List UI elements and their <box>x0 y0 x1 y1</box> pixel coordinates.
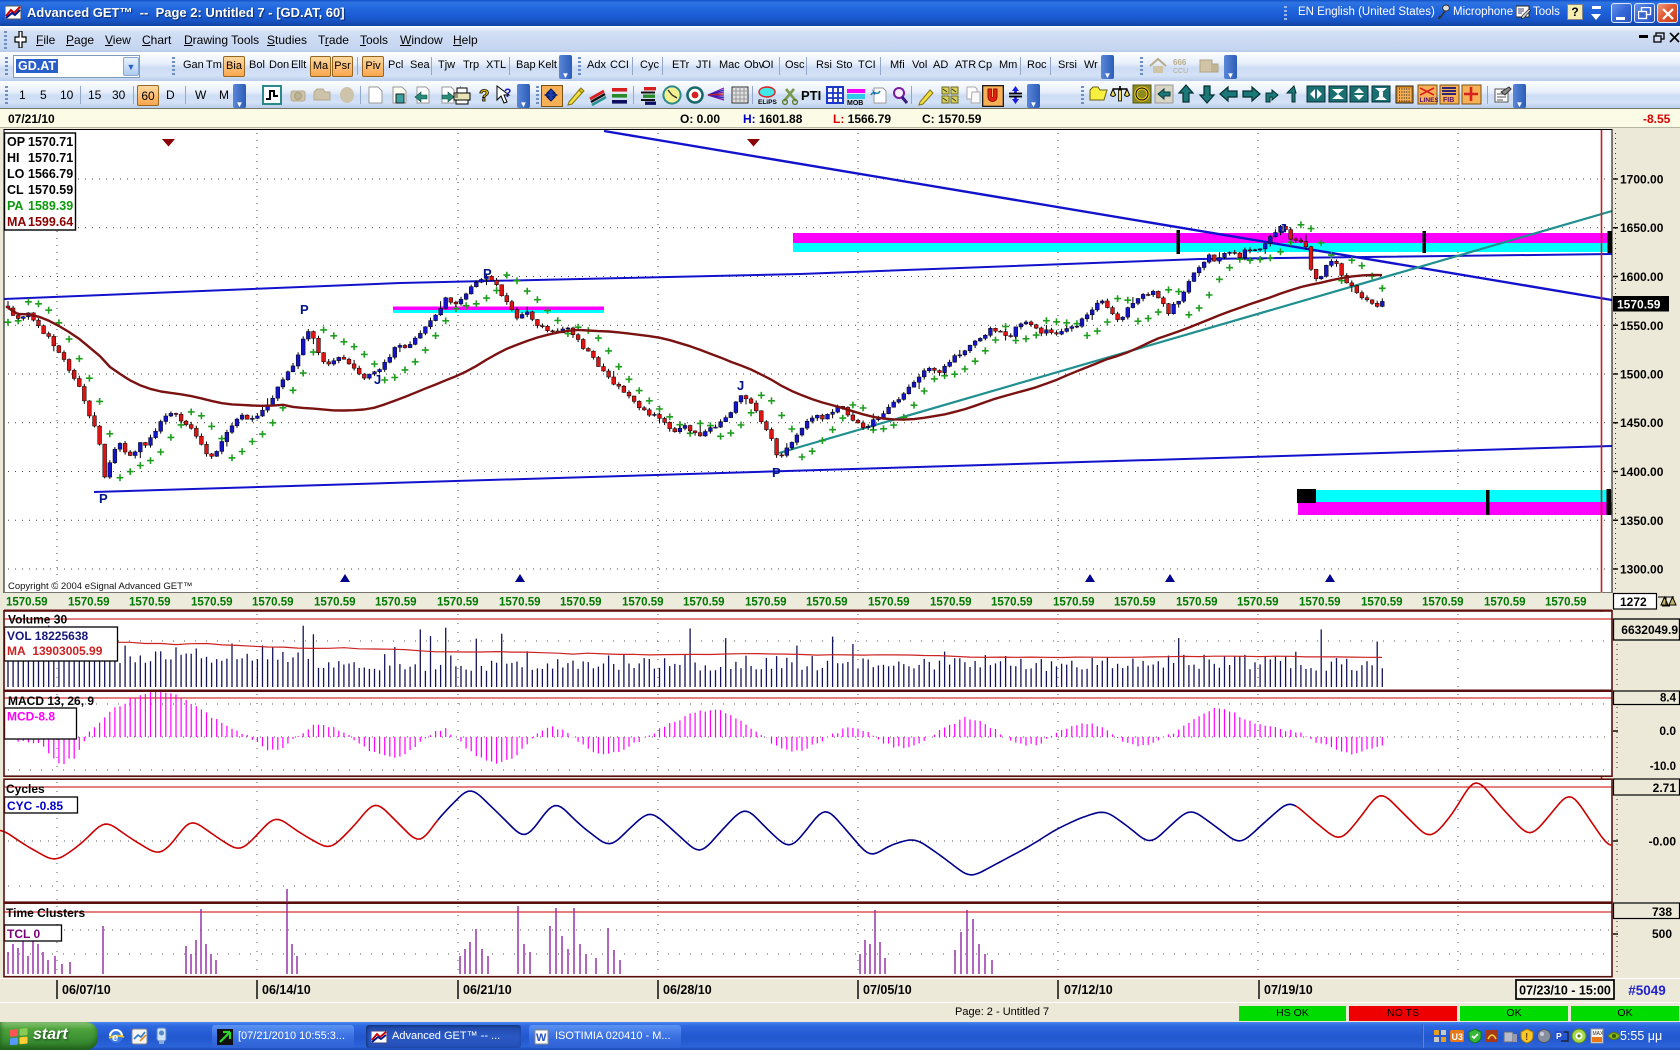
svg-text:ELiPS: ELiPS <box>758 99 777 106</box>
svg-text:1570.59: 1570.59 <box>437 597 479 609</box>
svg-text:J: J <box>1279 221 1286 236</box>
svg-text:1700.00: 1700.00 <box>1620 173 1664 187</box>
svg-text:1570.59: 1570.59 <box>1176 597 1218 609</box>
svg-text:1500.00: 1500.00 <box>1620 368 1664 382</box>
svg-text:738: 738 <box>1652 905 1672 919</box>
svg-text:1650.00: 1650.00 <box>1620 221 1664 235</box>
svg-text:1570.71: 1570.71 <box>28 151 73 165</box>
svg-text:1570.59: 1570.59 <box>191 597 233 609</box>
svg-text:J: J <box>737 378 744 393</box>
svg-text:J: J <box>374 372 381 387</box>
svg-text:1570.59: 1570.59 <box>499 597 541 609</box>
svg-text:?: ? <box>504 86 511 100</box>
svg-text:1450.00: 1450.00 <box>1620 416 1664 430</box>
svg-text:LINES: LINES <box>1420 97 1439 104</box>
svg-text:1570.59: 1570.59 <box>129 597 171 609</box>
svg-text:07/12/10: 07/12/10 <box>1064 983 1113 997</box>
svg-text:1570.59: 1570.59 <box>745 597 787 609</box>
svg-text:1570.59: 1570.59 <box>868 597 910 609</box>
svg-text:e: e <box>112 1032 118 1044</box>
svg-text:1272: 1272 <box>1620 595 1647 609</box>
svg-text:1570.59: 1570.59 <box>622 597 664 609</box>
svg-text:06/21/10: 06/21/10 <box>463 983 512 997</box>
svg-text:CL: CL <box>7 183 24 197</box>
svg-text:PTI: PTI <box>801 88 821 103</box>
svg-text:MOB: MOB <box>847 100 863 107</box>
svg-text:1570.59: 1570.59 <box>806 597 848 609</box>
svg-text:1570.59: 1570.59 <box>252 597 294 609</box>
svg-text:1570.59: 1570.59 <box>1053 597 1095 609</box>
svg-text:1570.59: 1570.59 <box>1422 597 1464 609</box>
svg-text:FIB: FIB <box>1443 97 1454 104</box>
svg-text:06/28/10: 06/28/10 <box>663 983 712 997</box>
svg-text:MCD-8.8: MCD-8.8 <box>7 710 55 724</box>
svg-text:1570.59: 1570.59 <box>314 597 356 609</box>
svg-text:MA 13903005.99: MA 13903005.99 <box>7 644 103 658</box>
svg-text:CYC -0.85: CYC -0.85 <box>7 799 63 813</box>
svg-text:1570.59: 1570.59 <box>683 597 725 609</box>
svg-text:P: P <box>1556 1031 1562 1041</box>
svg-text:500: 500 <box>1652 927 1672 941</box>
svg-text:1570.71: 1570.71 <box>28 135 73 149</box>
svg-text:1570.59: 1570.59 <box>991 597 1033 609</box>
svg-text:MACD 13, 26, 9: MACD 13, 26, 9 <box>8 694 94 708</box>
svg-text:1550.00: 1550.00 <box>1620 319 1664 333</box>
svg-text:0.0: 0.0 <box>1659 724 1676 738</box>
svg-text:1570.59: 1570.59 <box>1114 597 1156 609</box>
svg-text:P: P <box>483 266 492 281</box>
svg-text:CCU: CCU <box>1173 68 1188 75</box>
svg-text:6632049.9: 6632049.9 <box>1621 623 1678 637</box>
svg-text:1600.00: 1600.00 <box>1620 270 1664 284</box>
svg-text:1570.59: 1570.59 <box>1617 298 1661 312</box>
svg-text:1570.59: 1570.59 <box>930 597 972 609</box>
svg-text:07/19/10: 07/19/10 <box>1264 983 1313 997</box>
svg-text:1570.59: 1570.59 <box>1484 597 1526 609</box>
svg-text:P: P <box>300 302 309 317</box>
svg-text:P: P <box>772 465 781 480</box>
svg-text:?: ? <box>479 86 489 105</box>
svg-text:07/05/10: 07/05/10 <box>863 983 912 997</box>
svg-text:TCL 0: TCL 0 <box>7 927 40 941</box>
svg-text:-10.0: -10.0 <box>1650 761 1676 773</box>
svg-text:1566.79: 1566.79 <box>28 167 73 181</box>
svg-text:06/07/10: 06/07/10 <box>62 983 111 997</box>
svg-text:Time Clusters: Time Clusters <box>6 906 85 920</box>
svg-text:1350.00: 1350.00 <box>1620 514 1664 528</box>
svg-text:8.4: 8.4 <box>1660 693 1677 705</box>
svg-text:W: W <box>536 1032 547 1044</box>
svg-text:#5049: #5049 <box>1628 983 1666 998</box>
svg-text:OP: OP <box>7 135 25 149</box>
svg-text:1570.59: 1570.59 <box>1545 597 1587 609</box>
svg-text:1599.64: 1599.64 <box>28 215 73 229</box>
svg-text:1589.39: 1589.39 <box>28 199 73 213</box>
svg-text:PA: PA <box>7 199 23 213</box>
svg-text:07/23/10 - 15:00: 07/23/10 - 15:00 <box>1519 984 1611 998</box>
svg-text:1400.00: 1400.00 <box>1620 465 1664 479</box>
svg-text:06/14/10: 06/14/10 <box>262 983 311 997</box>
svg-text:LO: LO <box>7 167 25 181</box>
svg-text:Copyright © 2004 eSignal Advan: Copyright © 2004 eSignal Advanced GET™ <box>8 581 192 592</box>
svg-text:1570.59: 1570.59 <box>560 597 602 609</box>
svg-text:P: P <box>99 491 108 506</box>
svg-text:MAX: MAX <box>1593 1031 1605 1037</box>
svg-text:1570.59: 1570.59 <box>68 597 110 609</box>
svg-text:1570.59: 1570.59 <box>6 597 48 609</box>
svg-text:1570.59: 1570.59 <box>1237 597 1279 609</box>
svg-text:1570.59: 1570.59 <box>1299 597 1341 609</box>
svg-text:U3: U3 <box>1452 1032 1464 1042</box>
svg-text:Volume 30: Volume 30 <box>8 613 67 627</box>
svg-text:2.71: 2.71 <box>1653 781 1677 795</box>
svg-text:HI: HI <box>7 151 20 165</box>
svg-text:-0.00: -0.00 <box>1649 835 1677 849</box>
svg-text:1570.59: 1570.59 <box>375 597 417 609</box>
svg-text:Cycles: Cycles <box>6 782 45 796</box>
svg-text:1570.59: 1570.59 <box>28 183 73 197</box>
svg-text:666: 666 <box>1173 58 1187 67</box>
svg-text:VOL 18225638: VOL 18225638 <box>7 629 89 643</box>
svg-text:1570.59: 1570.59 <box>1361 597 1403 609</box>
svg-text:MA: MA <box>7 215 26 229</box>
svg-text:1300.00: 1300.00 <box>1620 563 1664 577</box>
svg-text:!: ! <box>1525 1032 1528 1043</box>
